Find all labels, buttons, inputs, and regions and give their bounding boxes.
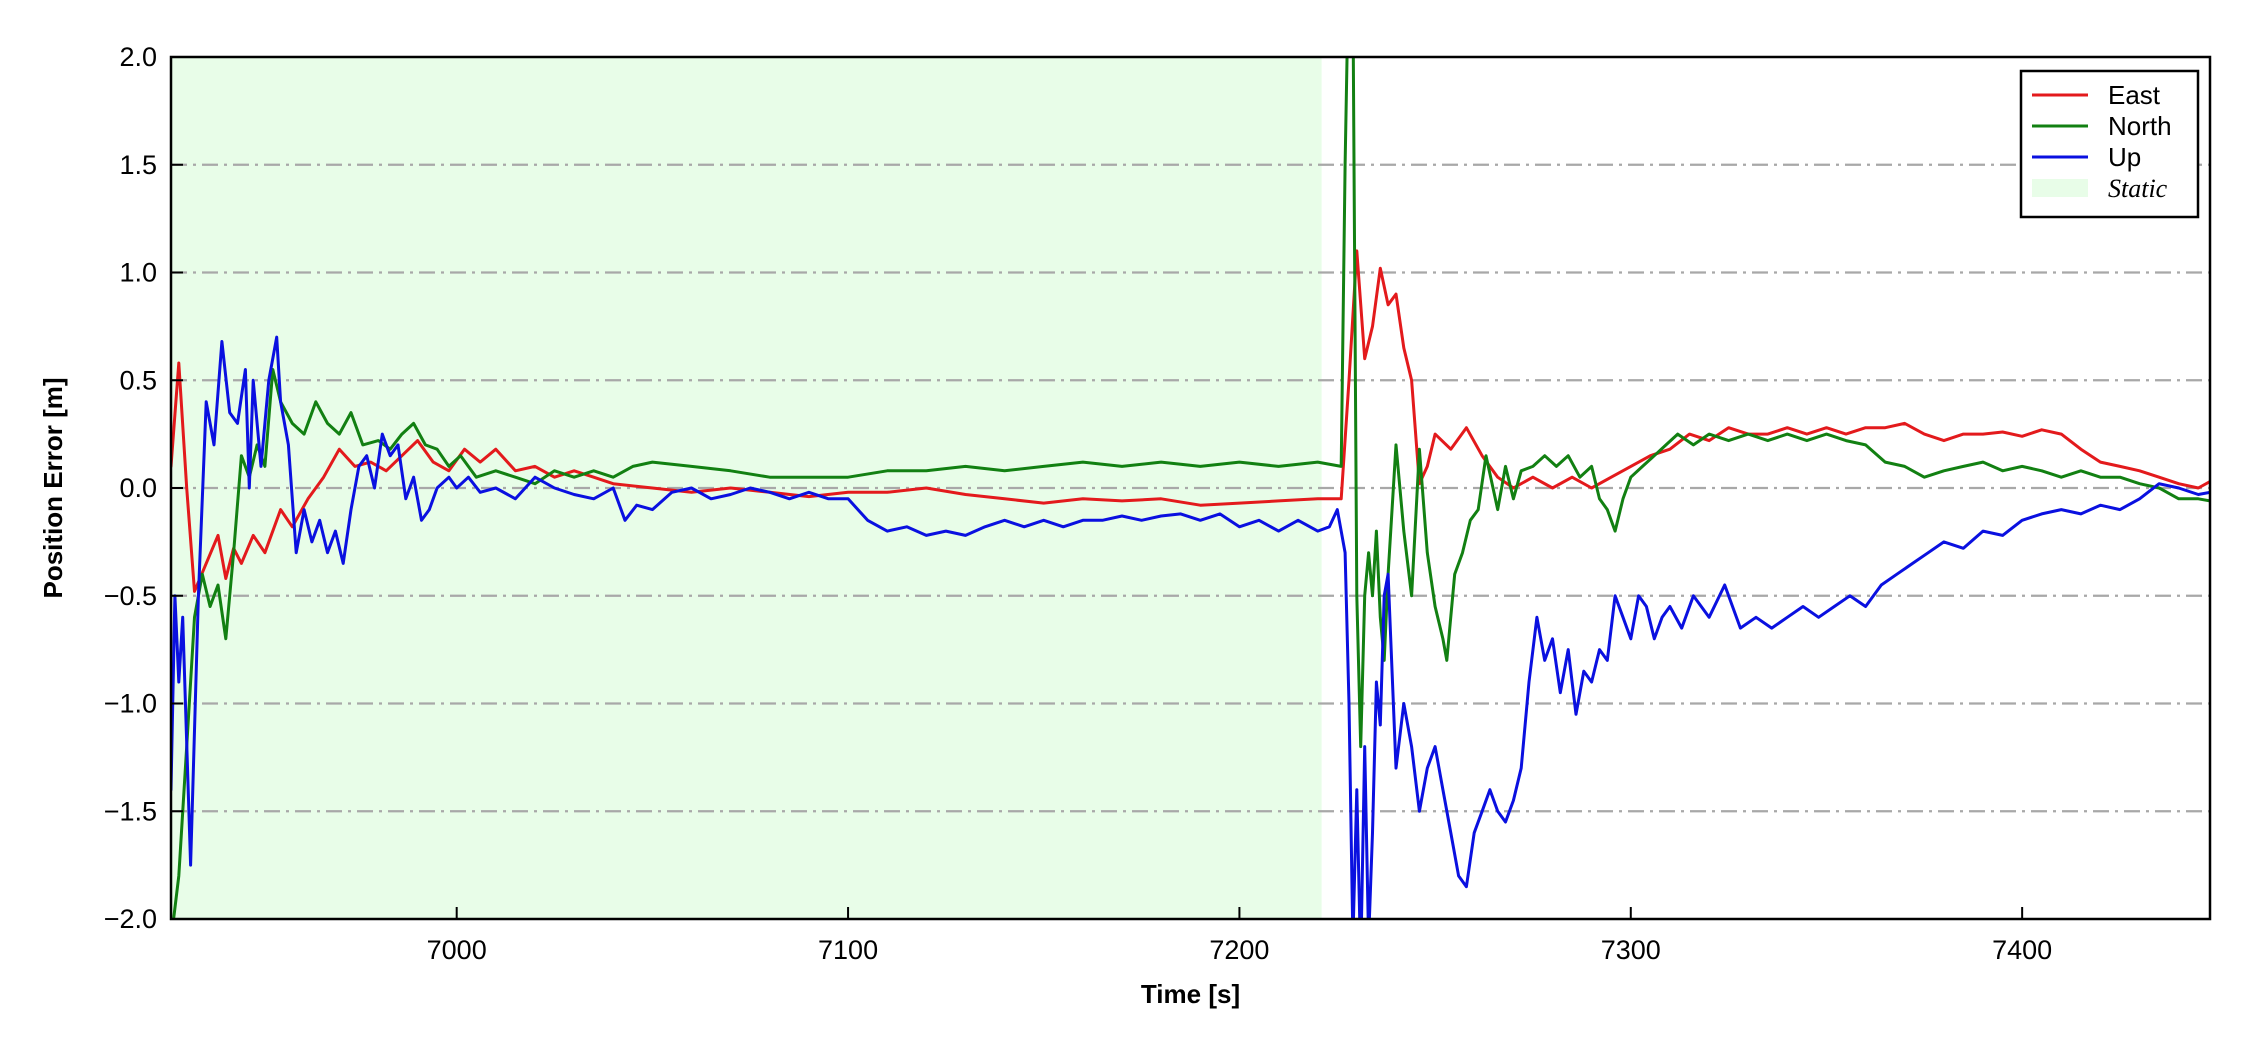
y-axis-label: Position Error [m]	[38, 377, 68, 598]
legend-label-static: Static	[2108, 174, 2168, 203]
y-tick-label-7: 1.5	[119, 150, 157, 180]
x-tick-label-1: 7100	[818, 935, 878, 965]
y-tick-label-2: −1.0	[104, 689, 157, 719]
x-tick-label-3: 7300	[1601, 935, 1661, 965]
y-tick-label-5: 0.5	[119, 365, 157, 395]
y-tick-label-4: 0.0	[119, 473, 157, 503]
y-tick-label-1: −1.5	[104, 796, 157, 826]
series-up-line	[171, 335, 2210, 919]
series-layer	[171, 57, 2210, 919]
legend-label-up: Up	[2108, 142, 2141, 172]
legend-swatch-static	[2032, 179, 2088, 197]
x-tick-label-0: 7000	[427, 935, 487, 965]
y-tick-label-0: −2.0	[104, 904, 157, 934]
y-tick-label-3: −0.5	[104, 581, 157, 611]
tick-layer: −2.0 −1.5 −1.0 −0.5 0.0 0.5 1.0 1.5 2.0 7000 7100 7…	[104, 42, 2052, 965]
x-axis-label: Time [s]	[1141, 979, 1240, 1009]
y-tick-label-6: 1.0	[119, 258, 157, 288]
x-tick-label-4: 7400	[1992, 935, 2052, 965]
x-tick-label-2: 7200	[1209, 935, 1269, 965]
legend-label-east: East	[2108, 80, 2161, 110]
y-tick-label-8: 2.0	[119, 42, 157, 72]
series-north-line	[172, 57, 2210, 919]
series-east-line	[171, 249, 2210, 593]
legend-label-north: North	[2108, 111, 2172, 141]
